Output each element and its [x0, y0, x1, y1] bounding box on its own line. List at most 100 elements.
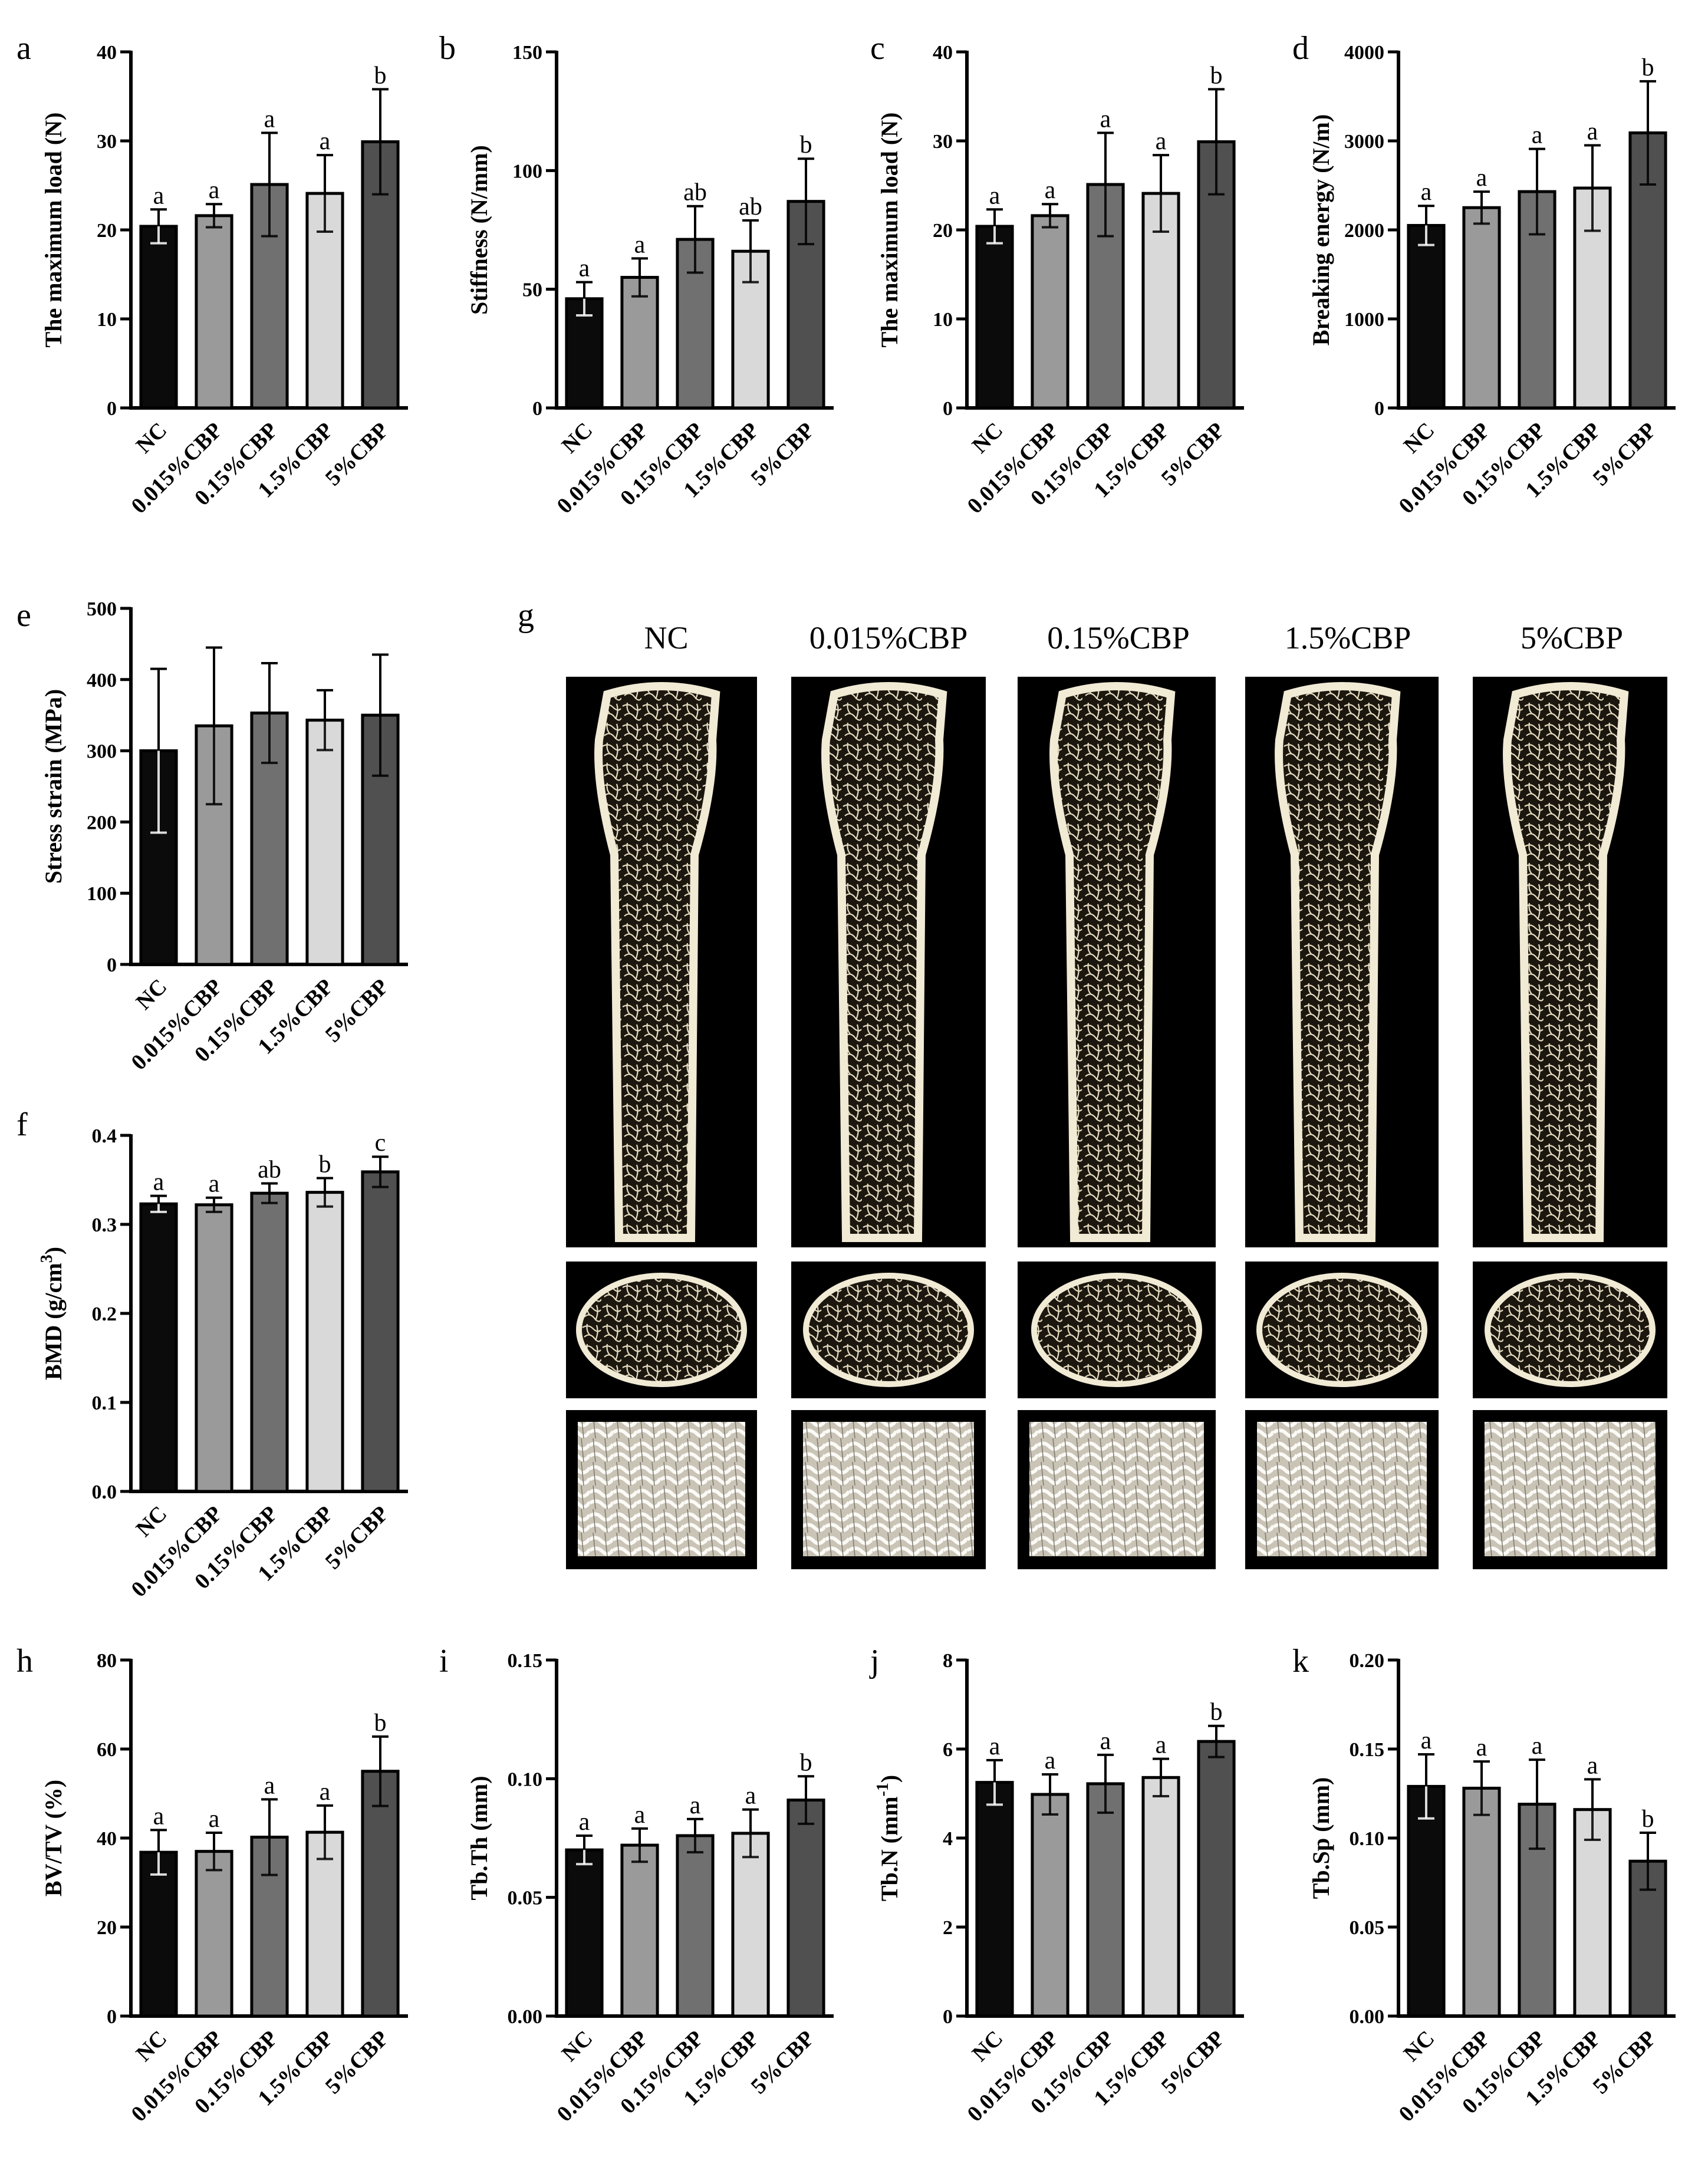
bar-5%CBP	[786, 1799, 825, 2018]
significance-label: a	[989, 182, 1001, 209]
bar-NC	[975, 225, 1014, 410]
significance-label: a	[1045, 177, 1056, 204]
y-tick-label: 10	[933, 309, 953, 331]
trabecular-3d-mesh	[578, 1422, 745, 1556]
y-axis-label-text: Stress strain (MPa)	[40, 689, 67, 884]
significance-label: b	[374, 1710, 387, 1737]
bar-NC	[565, 1848, 604, 2018]
y-tick-label: 30	[933, 131, 953, 153]
y-tick-label: 0	[107, 954, 117, 976]
y-axis-label-text: Breaking energy (N/m)	[1308, 114, 1334, 346]
y-tick-label: 200	[87, 812, 117, 834]
y-tick-label: 2000	[1344, 220, 1384, 242]
significance-label: a	[320, 1779, 331, 1806]
significance-label: a	[579, 1809, 590, 1836]
trabecular-3d-mesh	[803, 1422, 974, 1556]
ct-image-panel: g NC 0.015%CBP 0.15%CBP	[518, 597, 1667, 1569]
significance-label: a	[1045, 1747, 1056, 1774]
y-tick-label: 40	[97, 42, 117, 64]
y-tick-label: 0.15	[508, 1650, 543, 1672]
y-tick-label: 100	[512, 160, 542, 182]
y-axis-label: Tb.Th (mm)	[466, 1776, 492, 1900]
significance-label: b	[800, 131, 812, 159]
y-tick-label: 4000	[1344, 42, 1384, 64]
bone-longitudinal-shape	[594, 682, 720, 1242]
y-tick-label: 4	[943, 1828, 953, 1850]
ct-group-title: 1.5%CBP	[1285, 620, 1411, 656]
y-tick-label: 10	[97, 309, 117, 331]
bone-longitudinal-shape	[821, 682, 947, 1242]
significance-label: a	[1421, 1727, 1432, 1754]
bar-1.5%CBP	[305, 1191, 344, 1493]
y-tick-label: 20	[97, 220, 117, 242]
y-tick-label: 80	[97, 1650, 117, 1672]
y-axis-label-text: Tb.N (mm	[876, 1796, 903, 1901]
bar-1.5%CBP	[305, 719, 344, 966]
trabecular-3d-mesh	[1485, 1422, 1656, 1556]
significance-label: b	[800, 1749, 812, 1776]
y-tick-label: 150	[512, 42, 542, 64]
panel-label-h: h	[17, 1643, 33, 1679]
significance-label: a	[634, 1801, 646, 1829]
significance-label: a	[634, 231, 646, 258]
y-tick-label: 1000	[1344, 309, 1384, 331]
y-axis-label-text: The maximum load (N)	[876, 113, 903, 348]
y-tick-label: 6	[943, 1739, 953, 1761]
y-tick-label: 0.1	[92, 1392, 117, 1414]
bar-0.015%CBP	[1462, 1786, 1501, 2018]
y-tick-label: 50	[522, 279, 542, 301]
x-category-label: NC	[131, 974, 172, 1015]
bar-0.015%CBP	[1031, 214, 1069, 410]
y-tick-label: 60	[97, 1739, 117, 1761]
y-axis-label-superscript: -1	[874, 1783, 892, 1796]
panel-label-j: j	[869, 1643, 880, 1679]
bar-0.015%CBP	[620, 1843, 659, 2018]
bar-0.015%CBP	[1031, 1793, 1069, 2018]
y-tick-label: 100	[87, 883, 117, 905]
ct-column-nc: NC	[566, 620, 757, 1569]
x-category-label: NC	[131, 418, 172, 459]
significance-label: a	[1532, 1733, 1543, 1760]
significance-label: a	[1156, 1732, 1167, 1759]
bone-cross-section-shape	[576, 1273, 747, 1387]
significance-label: b	[1210, 62, 1223, 89]
x-category-label: NC	[131, 2026, 172, 2067]
significance-label: a	[1587, 118, 1598, 146]
significance-label: ab	[683, 179, 707, 206]
y-tick-label: 0.00	[1350, 2006, 1385, 2028]
y-axis-label-text: BV/TV (%)	[40, 1780, 67, 1896]
y-tick-label: 0	[1374, 398, 1384, 420]
bar-0.015%CBP	[1462, 206, 1501, 410]
y-axis-label: BMD (g/cm3)	[38, 1247, 67, 1380]
ct-column-0015: 0.015%CBP	[791, 620, 986, 1569]
panel-label-f: f	[17, 1106, 28, 1143]
significance-label: a	[1587, 1752, 1598, 1779]
y-axis-label: Stiffness (N/mm)	[466, 145, 492, 315]
panel-label-d: d	[1292, 30, 1309, 67]
trabecular-3d-mesh	[1257, 1422, 1427, 1556]
y-axis-label-text: BMD (g/cm	[40, 1263, 67, 1380]
y-axis-label: The maximum load (N)	[876, 113, 903, 348]
y-tick-label: 40	[933, 42, 953, 64]
significance-label: a	[1100, 106, 1111, 133]
ct-column-15: 1.5%CBP	[1245, 620, 1439, 1569]
panel-label-i: i	[439, 1643, 449, 1679]
y-tick-label: 30	[97, 131, 117, 153]
y-tick-label: 3000	[1344, 131, 1384, 153]
y-tick-label: 0.0	[92, 1481, 117, 1503]
y-tick-label: 0	[107, 398, 117, 420]
y-axis-label: Breaking energy (N/m)	[1308, 114, 1334, 346]
panel-label-e: e	[17, 597, 31, 634]
bone-cross-section-shape	[803, 1273, 974, 1387]
y-tick-label: 500	[87, 598, 117, 620]
y-axis-label: BV/TV (%)	[40, 1780, 67, 1896]
chart-d: d 0 1000 2000 3000 4000 Breaking energy (N/m) a…	[1292, 30, 1676, 518]
x-category-label: NC	[557, 2026, 598, 2067]
x-category-label: NC	[1399, 2026, 1440, 2067]
bar-0.15%CBP	[1086, 1782, 1125, 2018]
